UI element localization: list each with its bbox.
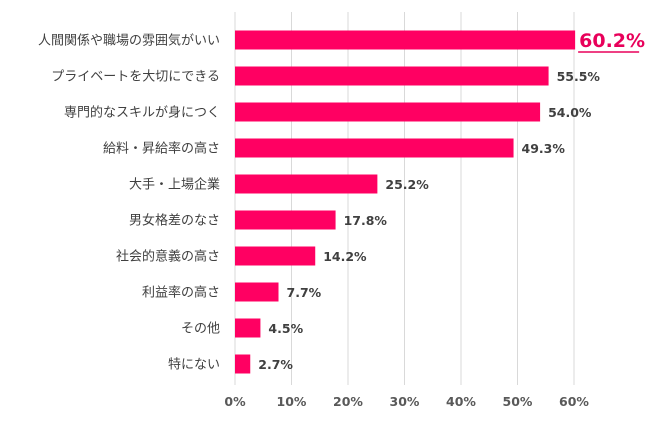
x-tick-label: 40% <box>446 394 476 409</box>
value-label: 49.3% <box>522 141 566 156</box>
value-label: 25.2% <box>385 177 429 192</box>
value-label: 4.5% <box>268 321 303 336</box>
category-label: 大手・上場企業 <box>129 177 220 193</box>
category-label: その他 <box>181 322 220 337</box>
bar <box>235 282 279 302</box>
bar <box>235 138 514 158</box>
bar <box>235 210 336 230</box>
x-tick-label: 30% <box>390 394 420 409</box>
value-label: 14.2% <box>323 249 367 264</box>
bar <box>235 318 261 338</box>
bar <box>235 354 251 374</box>
x-tick-label: 10% <box>277 394 307 409</box>
value-label-highlight: 60.2% <box>579 30 645 52</box>
value-label: 54.0% <box>548 105 592 120</box>
bar <box>235 174 378 194</box>
value-label: 55.5% <box>557 69 601 84</box>
category-label: プライベートを大切にできる <box>51 70 220 85</box>
value-label: 7.7% <box>287 285 322 300</box>
bar <box>235 102 541 122</box>
category-label: 専門的なスキルが身につく <box>64 105 220 121</box>
x-tick-label: 20% <box>333 394 363 409</box>
category-label: 給料・昇給率の高さ <box>103 141 220 157</box>
category-label: 人間関係や職場の雰囲気がいい <box>38 33 220 49</box>
bar <box>235 246 316 266</box>
bar <box>235 30 576 50</box>
category-label: 男女格差のなさ <box>129 213 220 229</box>
category-label: 社会的意義の高さ <box>116 249 220 265</box>
value-label: 2.7% <box>258 357 293 372</box>
value-label: 17.8% <box>344 213 388 228</box>
x-tick-label: 50% <box>503 394 533 409</box>
bar <box>235 66 549 86</box>
category-label: 利益率の高さ <box>142 285 220 301</box>
category-label: 特にない <box>168 358 220 373</box>
x-tick-label: 0% <box>224 394 246 409</box>
x-tick-label: 60% <box>559 394 589 409</box>
